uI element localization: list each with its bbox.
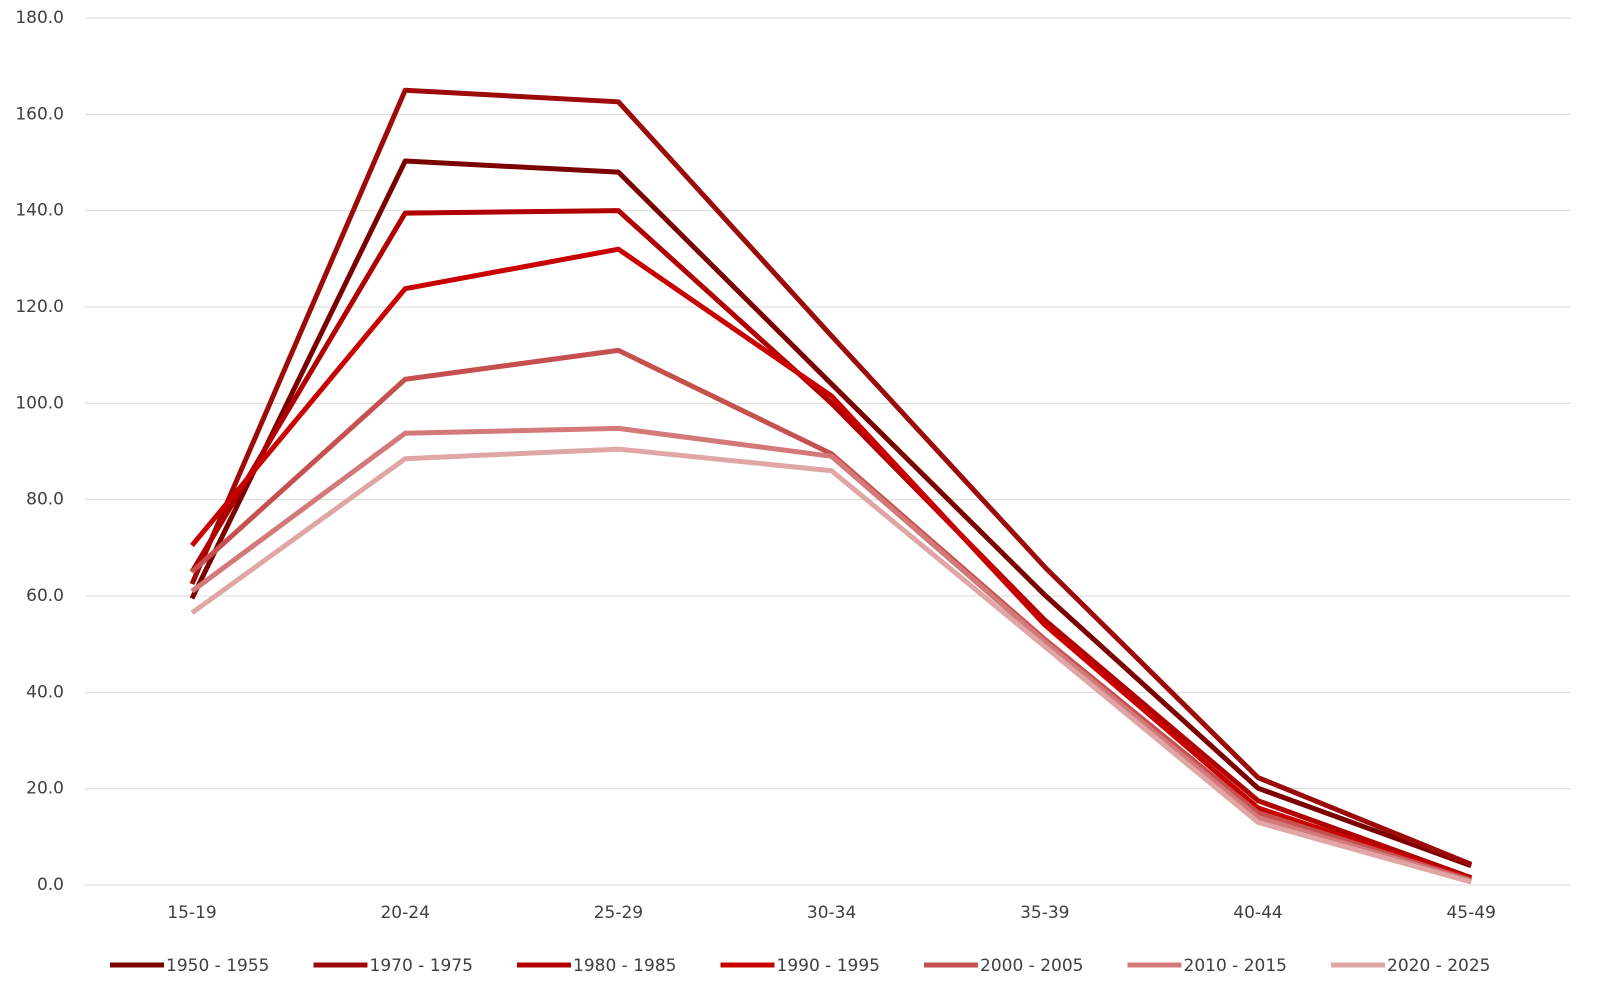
series-line: [190, 347, 1472, 883]
series-line: [189, 87, 1473, 867]
x-tick-label: 25-29: [594, 903, 643, 923]
y-tick-label: 20.0: [26, 779, 64, 799]
legend-label: 2000 - 2005: [980, 956, 1083, 976]
legend-label: 2010 - 2015: [1184, 956, 1287, 976]
y-tick-label: 160.0: [15, 104, 64, 124]
y-tick-label: 60.0: [26, 586, 64, 606]
y-tick-label: 100.0: [15, 393, 64, 413]
series-line: [190, 425, 1472, 884]
x-tick-label: 35-39: [1020, 903, 1069, 923]
series-line: [189, 158, 1473, 869]
series-line: [189, 208, 1473, 881]
legend-label: 1980 - 1985: [573, 956, 676, 976]
y-tick-label: 140.0: [15, 201, 64, 221]
y-tick-label: 80.0: [26, 490, 64, 510]
x-tick-label: 30-34: [807, 903, 856, 923]
y-tick-label: 180.0: [15, 8, 64, 28]
legend-label: 1950 - 1955: [166, 956, 269, 976]
x-tick-label: 45-49: [1446, 903, 1495, 923]
series-line: [190, 246, 1472, 882]
legend-label: 1970 - 1975: [370, 956, 473, 976]
legend-label: 1990 - 1995: [777, 956, 880, 976]
legend-label: 2020 - 2025: [1387, 956, 1490, 976]
y-tick-label: 120.0: [15, 297, 64, 317]
series-line: [190, 446, 1472, 885]
x-tick-label: 40-44: [1233, 903, 1282, 923]
y-tick-label: 40.0: [26, 682, 64, 702]
y-tick-label: 0.0: [37, 875, 64, 895]
x-tick-label: 15-19: [167, 903, 216, 923]
x-tick-label: 20-24: [380, 903, 429, 923]
